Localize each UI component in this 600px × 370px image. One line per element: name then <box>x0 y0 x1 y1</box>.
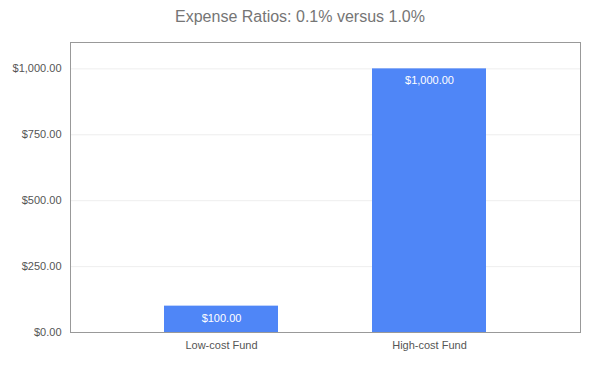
svg-text:$500.00: $500.00 <box>22 194 62 206</box>
html-text:Expense Ratios: 0.1% versus 1.: Expense Ratios: 0.1% versus 1.0% <box>175 8 425 25</box>
svg-text:Low-cost Fund: Low-cost Fund <box>185 339 257 351</box>
svg-text:$1,000.00: $1,000.00 <box>405 74 454 86</box>
svg-text:$1,000.00: $1,000.00 <box>13 62 62 74</box>
svg-text:$250.00: $250.00 <box>22 260 62 272</box>
svg-text:$750.00: $750.00 <box>22 128 62 140</box>
svg-text:$0.00: $0.00 <box>34 326 62 338</box>
svg-text:High-cost Fund: High-cost Fund <box>392 339 467 351</box>
svg-text:$100.00: $100.00 <box>202 312 242 324</box>
